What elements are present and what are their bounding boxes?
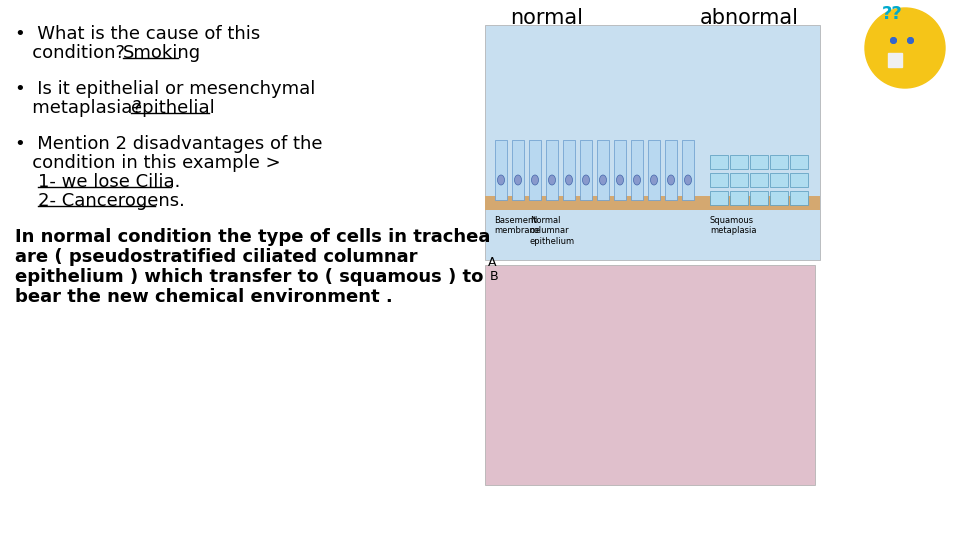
Bar	[631, 140, 643, 200]
Bar	[730, 191, 748, 205]
Bar	[790, 191, 808, 205]
Text: abnormal: abnormal	[700, 8, 799, 28]
Text: condition?: condition?	[15, 44, 131, 62]
Text: ??: ??	[882, 5, 902, 23]
Bar	[495, 140, 507, 200]
Bar	[770, 191, 788, 205]
Text: Normal
columnar
epithelium: Normal columnar epithelium	[530, 216, 575, 246]
Bar	[485, 196, 820, 210]
Text: bear the new chemical environment .: bear the new chemical environment .	[15, 288, 393, 306]
Bar	[648, 140, 660, 200]
Bar	[485, 25, 820, 260]
Text: epithelium ) which transfer to ( squamous ) to: epithelium ) which transfer to ( squamou…	[15, 268, 484, 286]
Ellipse shape	[497, 175, 505, 185]
Bar	[546, 140, 558, 200]
Text: are ( pseudostratified ciliated columnar: are ( pseudostratified ciliated columnar	[15, 248, 418, 266]
Circle shape	[865, 8, 945, 88]
Text: A: A	[488, 256, 496, 269]
Ellipse shape	[548, 175, 556, 185]
Bar	[770, 155, 788, 169]
Text: 2- Cancerogens.: 2- Cancerogens.	[38, 192, 185, 210]
Ellipse shape	[583, 175, 589, 185]
Bar	[529, 140, 541, 200]
Ellipse shape	[667, 175, 675, 185]
Bar	[750, 155, 768, 169]
Bar	[750, 173, 768, 187]
Ellipse shape	[634, 175, 640, 185]
Text: 1- we lose Cilia.: 1- we lose Cilia.	[38, 173, 180, 191]
Bar	[730, 155, 748, 169]
Ellipse shape	[599, 175, 607, 185]
Bar	[614, 140, 626, 200]
Text: •  What is the cause of this: • What is the cause of this	[15, 25, 260, 43]
Text: •  Mention 2 disadvantages of the: • Mention 2 disadvantages of the	[15, 135, 323, 153]
Bar	[770, 173, 788, 187]
Text: condition in this example >: condition in this example >	[15, 154, 280, 172]
Text: Squamous
metaplasia: Squamous metaplasia	[710, 216, 756, 235]
Text: •  Is it epithelial or mesenchymal: • Is it epithelial or mesenchymal	[15, 80, 316, 98]
Ellipse shape	[515, 175, 521, 185]
Text: B: B	[490, 270, 498, 283]
Text: Smoking: Smoking	[123, 44, 202, 62]
Bar	[597, 140, 609, 200]
Ellipse shape	[651, 175, 658, 185]
Bar	[750, 191, 768, 205]
Bar	[790, 173, 808, 187]
Bar	[682, 140, 694, 200]
Bar	[485, 265, 815, 485]
Text: In normal condition the type of cells in trachea: In normal condition the type of cells in…	[15, 228, 491, 246]
Ellipse shape	[616, 175, 623, 185]
Bar	[730, 173, 748, 187]
Text: normal: normal	[510, 8, 583, 28]
Ellipse shape	[565, 175, 572, 185]
Bar	[563, 140, 575, 200]
Ellipse shape	[684, 175, 691, 185]
Text: Basement
membrane: Basement membrane	[494, 216, 540, 235]
Bar	[665, 140, 677, 200]
Bar	[710, 155, 728, 169]
Text: metaplasia?: metaplasia?	[15, 99, 148, 117]
Bar	[580, 140, 592, 200]
Bar	[710, 191, 728, 205]
Text: epithelial: epithelial	[131, 99, 215, 117]
Ellipse shape	[532, 175, 539, 185]
Bar	[512, 140, 524, 200]
Bar	[790, 155, 808, 169]
Bar	[710, 173, 728, 187]
